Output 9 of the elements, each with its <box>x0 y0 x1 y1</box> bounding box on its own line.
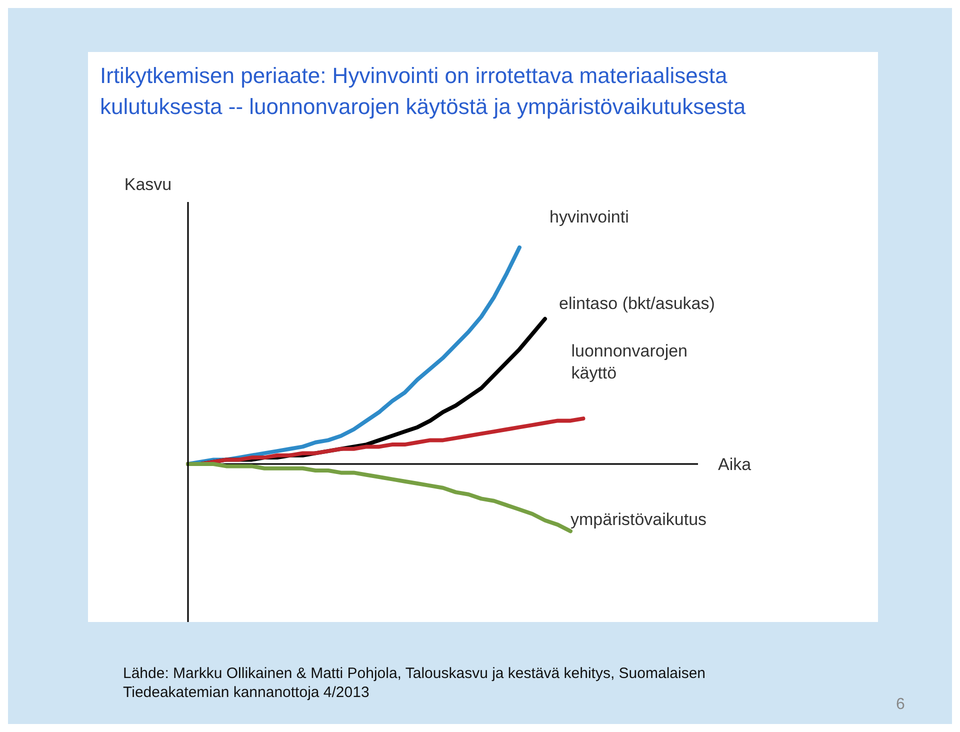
series-label: ympäristövaikutus <box>570 510 707 530</box>
x-axis-title: Aika <box>718 455 752 474</box>
text: 6 <box>896 696 905 714</box>
chart-title: Irtikytkemisen periaate: Hyvinvointi on irrotettava materiaalisesta kulutuksesta -- luonnonvarojen käytöstä ja ympäristövaikutuksesta <box>100 62 747 121</box>
y-axis-title: Kasvu <box>124 175 172 194</box>
series-label: elintaso (bkt/asukas) <box>559 294 715 313</box>
text: hyvinvointi <box>550 207 629 226</box>
text: luonnonvarojen käyttö <box>571 342 688 383</box>
text: Lähde: Markku Ollikainen & Matti Pohjola, Talouskasvu ja kestävä kehitys, Suomalaisen Tiedeakatemian kannanottoja 4/2013 <box>123 664 707 702</box>
